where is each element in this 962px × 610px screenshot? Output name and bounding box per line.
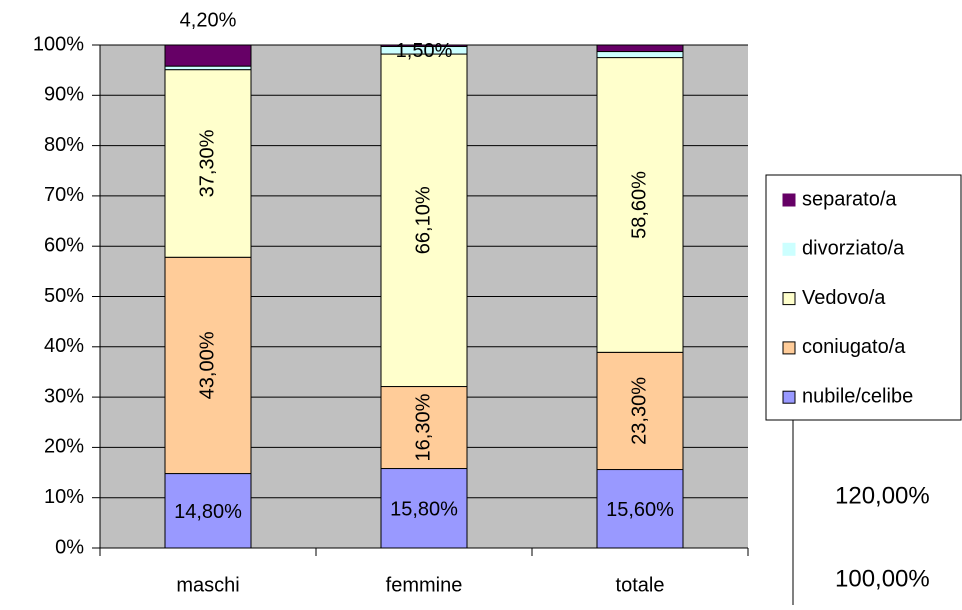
bar-segment <box>380 468 468 549</box>
data-label: 43,00% <box>196 331 218 399</box>
x-tick-label: femmine <box>386 574 463 596</box>
bar-segment <box>380 44 468 48</box>
bar-segment <box>596 351 684 471</box>
data-label: 66,10% <box>412 186 434 254</box>
legend-box <box>765 174 962 421</box>
legend-label: divorziato/a <box>802 238 905 260</box>
bar-segment <box>596 44 684 53</box>
data-label: 15,60% <box>606 499 674 521</box>
bar-segment <box>164 69 252 258</box>
data-label: 1,50% <box>396 40 453 62</box>
legend-swatch <box>782 193 796 207</box>
legend-swatch <box>782 390 796 404</box>
bar-segment <box>380 386 468 470</box>
clipped-label: 120,00% <box>835 482 930 509</box>
y-tick-label: 50% <box>44 285 84 307</box>
y-tick-label: 90% <box>44 84 84 106</box>
y-tick-label: 20% <box>44 436 84 458</box>
y-tick-label: 30% <box>44 385 84 407</box>
data-label: 58,60% <box>628 171 650 239</box>
data-label: 15,80% <box>390 499 458 521</box>
y-tick-label: 100% <box>33 33 84 55</box>
bar-segment <box>164 256 252 475</box>
y-tick-label: 80% <box>44 134 84 156</box>
bar-segment <box>380 53 468 388</box>
legend-label: coniugato/a <box>802 336 906 358</box>
bar-segment <box>164 44 252 67</box>
data-label: 37,30% <box>196 129 218 197</box>
data-label: 4,20% <box>180 9 237 31</box>
bar-segment <box>596 469 684 549</box>
bar-segment <box>596 57 684 353</box>
y-tick-label: 0% <box>55 536 84 558</box>
bar-segment <box>164 473 252 549</box>
legend-swatch <box>782 242 796 256</box>
legend-label: nubile/celibe <box>802 385 913 407</box>
legend-label: separato/a <box>802 188 897 210</box>
legend-label: Vedovo/a <box>802 287 886 309</box>
y-tick-label: 60% <box>44 234 84 256</box>
bar-segment <box>596 51 684 59</box>
legend-swatch <box>782 292 796 306</box>
data-label: 14,80% <box>174 501 242 523</box>
clipped-label: 100,00% <box>835 565 930 592</box>
bar-segment <box>164 65 252 71</box>
legend-swatch <box>782 341 796 355</box>
x-tick-label: totale <box>616 574 665 596</box>
data-label: 16,30% <box>412 393 434 461</box>
x-tick-label: maschi <box>176 574 239 596</box>
y-tick-label: 40% <box>44 335 84 357</box>
y-tick-label: 10% <box>44 486 84 508</box>
data-label: 23,30% <box>628 377 650 445</box>
y-tick-label: 70% <box>44 184 84 206</box>
